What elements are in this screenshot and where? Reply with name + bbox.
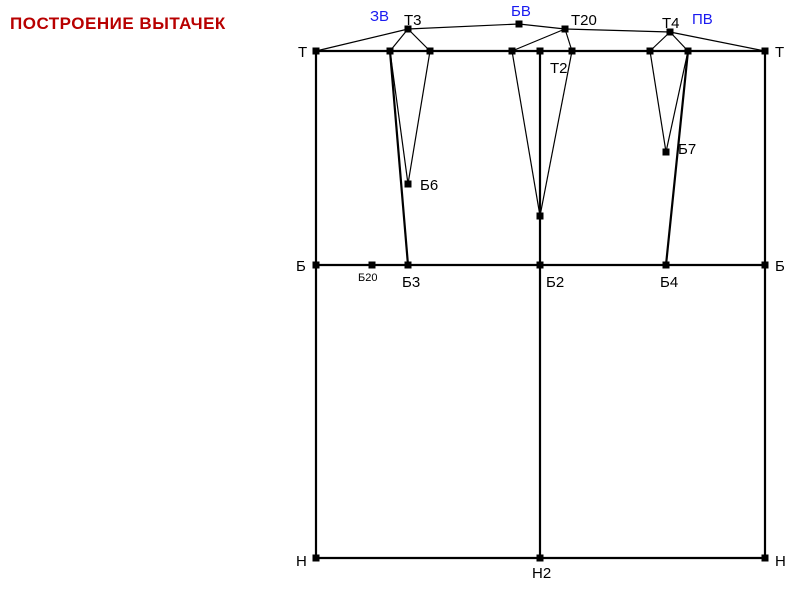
edge-T_left-T3 [316, 29, 408, 51]
label-Т: Т [298, 44, 307, 61]
point-T_left [313, 48, 320, 55]
edge-BV-T20 [519, 24, 565, 29]
point-B20 [369, 262, 376, 269]
edge-T4-T_right [670, 32, 765, 51]
point-B6 [405, 181, 412, 188]
edge-B4-D3_R_top [666, 51, 688, 265]
label-ЗВ: ЗВ [370, 8, 389, 25]
point-B2 [537, 262, 544, 269]
edge-T20-T4 [565, 29, 670, 32]
edge-D1_R_top-B6 [408, 51, 430, 184]
point-H_left [313, 555, 320, 562]
point-T_right [762, 48, 769, 55]
label-Н: Н [296, 553, 307, 570]
label-Б2: Б2 [546, 274, 564, 291]
label-Т4: Т4 [662, 15, 680, 32]
point-B4 [663, 262, 670, 269]
point-H2 [537, 555, 544, 562]
edge-D3_L_top-B7 [650, 51, 666, 152]
point-H_right [762, 555, 769, 562]
point-D1_L_top [387, 48, 394, 55]
point-D2_R_top [569, 48, 576, 55]
point-BV [516, 21, 523, 28]
point-D2_L_top [509, 48, 516, 55]
label-Н: Н [775, 553, 786, 570]
point-D3_L_top [647, 48, 654, 55]
point-D3_R_top [685, 48, 692, 55]
point-B7 [663, 149, 670, 156]
point-T20 [562, 26, 569, 33]
label-Б4: Б4 [660, 274, 678, 291]
label-Т2: Т2 [550, 60, 568, 77]
point-B_right [762, 262, 769, 269]
label-Б: Б [775, 258, 785, 275]
point-D1_R_top [427, 48, 434, 55]
label-Б3: Б3 [402, 274, 420, 291]
label-Т3: Т3 [404, 12, 422, 29]
label-ПВ: ПВ [692, 11, 713, 28]
label-Т20: Т20 [571, 12, 597, 29]
point-B2_apex [537, 213, 544, 220]
edge-D2_L_top-B2_apex [512, 51, 540, 216]
label-Б6: Б6 [420, 177, 438, 194]
label-БВ: БВ [511, 3, 531, 20]
edge-D3_R_top-B7 [666, 51, 688, 152]
point-B3 [405, 262, 412, 269]
label-Н2: Н2 [532, 565, 551, 582]
label-Т: Т [775, 44, 784, 61]
edge-B3-D1_L_top [390, 51, 408, 265]
edge-T3-BV [408, 24, 519, 29]
point-B_left [313, 262, 320, 269]
dart-construction-diagram: Т Т Б Б Н Н Н2 ЗВ Т3 БВ Т20 Т4 ПВ Т2 Б6 Б7 Б20 Б3 Б2 Б4 [0, 0, 800, 600]
label-Б: Б [296, 258, 306, 275]
point-T2 [537, 48, 544, 55]
label-Б7: Б7 [678, 141, 696, 158]
label-Б20: Б20 [358, 272, 377, 284]
